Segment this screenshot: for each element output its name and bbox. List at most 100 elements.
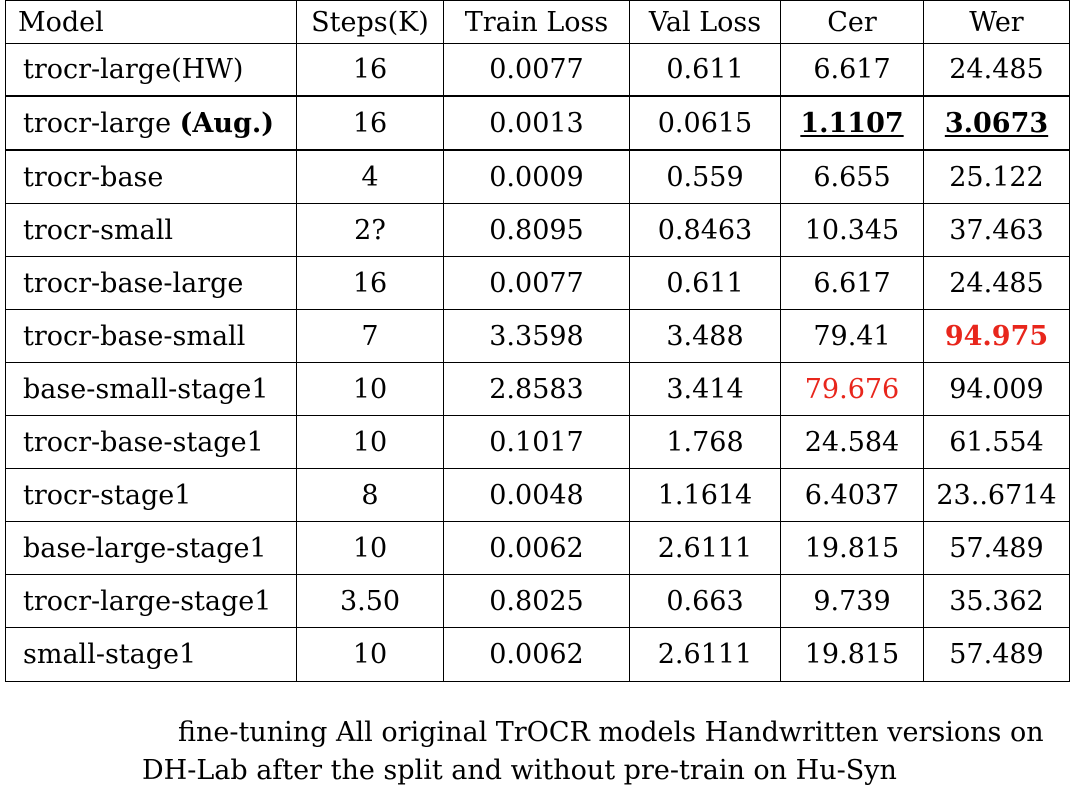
header-cer: Cer: [780, 0, 924, 44]
cell-cer: 6.655: [780, 149, 924, 204]
cell-wer: 3.0673: [923, 95, 1070, 151]
cell-steps: 10: [296, 362, 444, 416]
cell-val-loss: 0.0615: [629, 95, 781, 151]
table-row: base-large-stage1 10 0.0062 2.6111 19.81…: [5, 521, 1070, 575]
cell-model: trocr-base-large: [5, 256, 297, 310]
cell-wer: 25.122: [923, 149, 1070, 204]
model-name: trocr-large: [23, 107, 180, 139]
cell-cer: 10.345: [780, 203, 924, 257]
worst-cer-value: 79.676: [804, 373, 900, 405]
model-name: trocr-base: [23, 161, 164, 193]
cell-val-loss: 3.414: [629, 362, 781, 416]
model-name: small-stage1: [23, 639, 197, 670]
caption-line-1: fine-tuning All original TrOCR models Ha…: [178, 717, 1044, 748]
cell-cer: 79.676: [780, 362, 924, 416]
cell-wer: 94.009: [923, 362, 1070, 416]
cell-train-loss: 0.0077: [443, 43, 630, 97]
cell-val-loss: 2.6111: [629, 627, 781, 682]
cell-model: trocr-stage1: [5, 468, 297, 522]
table-row: trocr-base 4 0.0009 0.559 6.655 25.122: [5, 149, 1070, 204]
model-name: trocr-base-small: [23, 320, 246, 352]
table-row: trocr-large-stage1 3.50 0.8025 0.663 9.7…: [5, 574, 1070, 628]
cell-model: trocr-large-stage1: [5, 574, 297, 628]
cell-val-loss: 0.611: [629, 256, 781, 310]
cell-steps: 10: [296, 415, 444, 469]
table-row: trocr-large(HW) 16 0.0077 0.611 6.617 24…: [5, 43, 1070, 97]
cell-val-loss: 2.6111: [629, 521, 781, 575]
cell-model: trocr-large(HW): [5, 43, 297, 97]
cell-val-loss: 1.768: [629, 415, 781, 469]
cell-val-loss: 0.663: [629, 574, 781, 628]
best-cer-value: 1.1107: [800, 107, 904, 139]
cell-steps: 10: [296, 627, 444, 682]
cell-model: small-stage1: [5, 627, 297, 682]
cell-steps: 10: [296, 521, 444, 575]
cell-train-loss: 0.0048: [443, 468, 630, 522]
model-name: trocr-base-large: [23, 267, 244, 299]
header-train-loss: Train Loss: [443, 0, 630, 44]
cell-train-loss: 0.8095: [443, 203, 630, 257]
table-caption: fine-tuning All original TrOCR models Ha…: [142, 714, 1067, 790]
cell-train-loss: 2.8583: [443, 362, 630, 416]
model-name: trocr-large(HW): [23, 54, 244, 85]
table-row: trocr-base-large 16 0.0077 0.611 6.617 2…: [5, 256, 1070, 310]
cell-wer: 24.485: [923, 256, 1070, 310]
table-row: trocr-stage1 8 0.0048 1.1614 6.4037 23..…: [5, 468, 1070, 522]
cell-steps: 7: [296, 309, 444, 363]
model-suffix-aug: (Aug.): [179, 107, 275, 139]
cell-train-loss: 0.0013: [443, 95, 630, 151]
model-name: base-small-stage1: [23, 373, 269, 405]
model-name: trocr-base-stage1: [23, 426, 264, 458]
cell-train-loss: 0.0077: [443, 256, 630, 310]
results-table-container: Model Steps(K) Train Loss Val Loss Cer W…: [5, 0, 1070, 682]
cell-wer: 61.554: [923, 415, 1070, 469]
cell-cer: 6.4037: [780, 468, 924, 522]
cell-wer: 37.463: [923, 203, 1070, 257]
cell-model: trocr-base-stage1: [5, 415, 297, 469]
header-steps: Steps(K): [296, 0, 444, 44]
header-row: Model Steps(K) Train Loss Val Loss Cer W…: [5, 0, 1070, 44]
cell-cer: 1.1107: [780, 95, 924, 151]
cell-steps: 4: [296, 149, 444, 204]
header-wer: Wer: [923, 0, 1070, 44]
table-row: trocr-large (Aug.) 16 0.0013 0.0615 1.11…: [5, 95, 1070, 151]
cell-train-loss: 0.8025: [443, 574, 630, 628]
cell-val-loss: 3.488: [629, 309, 781, 363]
cell-cer: 9.739: [780, 574, 924, 628]
model-name: base-large-stage1: [23, 532, 267, 564]
cell-steps: 16: [296, 95, 444, 151]
cell-steps: 2?: [296, 203, 444, 257]
best-wer-value: 3.0673: [944, 107, 1049, 139]
cell-cer: 6.617: [780, 256, 924, 310]
table-row: trocr-base-stage1 10 0.1017 1.768 24.584…: [5, 415, 1070, 469]
cell-model: trocr-small: [5, 203, 297, 257]
table-row: trocr-base-small 7 3.3598 3.488 79.41 94…: [5, 309, 1070, 363]
cell-cer: 19.815: [780, 521, 924, 575]
caption-line-2: DH-Lab after the split and without pre-t…: [142, 755, 897, 786]
cell-wer: 57.489: [923, 521, 1070, 575]
cell-val-loss: 0.611: [629, 43, 781, 97]
model-name: trocr-stage1: [23, 479, 192, 511]
cell-steps: 16: [296, 43, 444, 97]
cell-val-loss: 1.1614: [629, 468, 781, 522]
table-header: Model Steps(K) Train Loss Val Loss Cer W…: [5, 0, 1070, 44]
cell-model: trocr-large (Aug.): [5, 95, 297, 151]
cell-cer: 6.617: [780, 43, 924, 97]
cell-cer: 79.41: [780, 309, 924, 363]
cell-model: base-large-stage1: [5, 521, 297, 575]
cell-val-loss: 0.8463: [629, 203, 781, 257]
cell-train-loss: 0.0062: [443, 627, 630, 682]
cell-model: trocr-base: [5, 149, 297, 204]
model-name: trocr-small: [23, 214, 173, 246]
cell-cer: 19.815: [780, 627, 924, 682]
worst-wer-value: 94.975: [944, 320, 1049, 352]
table-body: trocr-large(HW) 16 0.0077 0.611 6.617 24…: [5, 43, 1070, 682]
model-name: trocr-large-stage1: [23, 585, 272, 617]
cell-wer: 57.489: [923, 627, 1070, 682]
header-model: Model: [5, 0, 297, 44]
table-row: base-small-stage1 10 2.8583 3.414 79.676…: [5, 362, 1070, 416]
cell-wer: 24.485: [923, 43, 1070, 97]
cell-train-loss: 3.3598: [443, 309, 630, 363]
cell-train-loss: 0.0009: [443, 149, 630, 204]
